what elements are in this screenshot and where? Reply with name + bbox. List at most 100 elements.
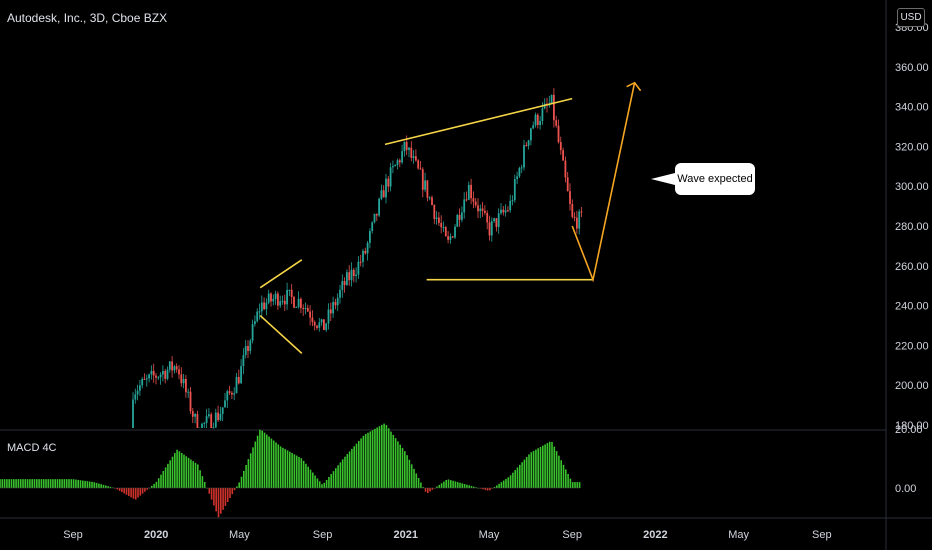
- macd-bar[interactable]: [293, 454, 296, 488]
- macd-bar[interactable]: [42, 479, 45, 488]
- macd-bar[interactable]: [576, 482, 579, 488]
- macd-bar[interactable]: [29, 479, 31, 488]
- candle-body[interactable]: [263, 302, 265, 310]
- macd-bar[interactable]: [364, 434, 367, 488]
- macd-bar[interactable]: [466, 484, 468, 488]
- candle-body[interactable]: [569, 191, 571, 204]
- macd-bar[interactable]: [282, 447, 284, 488]
- candle-body[interactable]: [168, 361, 171, 370]
- macd-bar[interactable]: [516, 467, 519, 488]
- candle-body[interactable]: [447, 236, 449, 240]
- macd-bar[interactable]: [496, 485, 498, 488]
- macd-bar[interactable]: [387, 428, 390, 488]
- macd-bar[interactable]: [429, 488, 431, 492]
- macd-bar[interactable]: [22, 479, 24, 488]
- macd-bar[interactable]: [68, 479, 70, 488]
- candle-body[interactable]: [532, 125, 535, 129]
- candle-body[interactable]: [410, 147, 413, 158]
- macd-bar[interactable]: [355, 443, 358, 488]
- candle-body[interactable]: [440, 222, 443, 228]
- macd-bar[interactable]: [98, 483, 100, 488]
- macd-bar[interactable]: [312, 472, 314, 488]
- candle-body[interactable]: [235, 376, 238, 394]
- candle-body[interactable]: [309, 311, 311, 318]
- macd-bar[interactable]: [330, 474, 332, 488]
- candle-body[interactable]: [175, 366, 178, 370]
- macd-bar[interactable]: [401, 447, 404, 488]
- macd-bar[interactable]: [514, 470, 516, 488]
- candle-body[interactable]: [343, 281, 346, 286]
- macd-bar[interactable]: [454, 481, 457, 488]
- macd-bar[interactable]: [399, 444, 401, 488]
- macd-bar[interactable]: [484, 488, 487, 490]
- candle-body[interactable]: [136, 390, 139, 395]
- macd-bar[interactable]: [344, 456, 346, 488]
- candle-body[interactable]: [415, 156, 417, 161]
- candle-body[interactable]: [362, 250, 364, 262]
- candle-body[interactable]: [210, 414, 213, 428]
- macd-bar[interactable]: [558, 455, 560, 488]
- candle-body[interactable]: [541, 108, 544, 121]
- macd-bar[interactable]: [459, 482, 461, 488]
- macd-bar[interactable]: [72, 479, 75, 488]
- candle-body[interactable]: [150, 370, 153, 375]
- candle-body[interactable]: [461, 212, 463, 220]
- candle-body[interactable]: [484, 210, 486, 213]
- candle-body[interactable]: [143, 378, 146, 380]
- candle-body[interactable]: [221, 407, 224, 414]
- macd-bar[interactable]: [505, 478, 507, 488]
- macd-bar[interactable]: [118, 488, 121, 491]
- candle-body[interactable]: [357, 261, 360, 275]
- macd-bar[interactable]: [325, 479, 328, 488]
- candle-body[interactable]: [290, 289, 293, 297]
- macd-bar[interactable]: [201, 476, 204, 488]
- macd-bar[interactable]: [167, 463, 169, 488]
- projection-path[interactable]: [571, 82, 636, 283]
- macd-bar[interactable]: [0, 479, 1, 488]
- macd-bar[interactable]: [422, 487, 424, 488]
- candle-body[interactable]: [228, 391, 231, 393]
- macd-bar[interactable]: [383, 423, 385, 488]
- macd-bar[interactable]: [249, 453, 252, 488]
- candle-body[interactable]: [578, 211, 581, 229]
- candle-body[interactable]: [132, 399, 134, 428]
- candle-body[interactable]: [171, 361, 173, 371]
- macd-bar[interactable]: [468, 485, 470, 488]
- macd-bar[interactable]: [231, 488, 234, 495]
- candle-body[interactable]: [325, 323, 328, 331]
- candle-body[interactable]: [244, 346, 247, 355]
- candle-body[interactable]: [162, 371, 164, 375]
- candle-body[interactable]: [231, 392, 233, 395]
- candle-body[interactable]: [173, 366, 176, 371]
- macd-bar[interactable]: [266, 434, 268, 488]
- macd-bar[interactable]: [371, 430, 374, 488]
- candle-body[interactable]: [408, 147, 410, 150]
- macd-bar[interactable]: [61, 479, 63, 488]
- macd-bar[interactable]: [390, 431, 392, 488]
- candle-body[interactable]: [320, 319, 323, 323]
- macd-bar[interactable]: [178, 451, 181, 488]
- candle-body[interactable]: [288, 289, 291, 291]
- candle-body[interactable]: [265, 302, 268, 310]
- macd-bar[interactable]: [385, 425, 388, 488]
- macd-bar[interactable]: [314, 475, 316, 488]
- macd-bar[interactable]: [328, 477, 330, 488]
- macd-bar[interactable]: [220, 488, 222, 514]
- macd-bar[interactable]: [275, 442, 277, 488]
- macd-bar[interactable]: [84, 480, 86, 488]
- macd-bar[interactable]: [268, 436, 270, 488]
- macd-bar[interactable]: [164, 467, 167, 488]
- macd-bar[interactable]: [397, 441, 399, 488]
- macd-bar[interactable]: [461, 483, 464, 488]
- candle-body[interactable]: [562, 150, 564, 161]
- macd-bar[interactable]: [289, 451, 291, 488]
- macd-bar[interactable]: [560, 460, 562, 488]
- macd-bar[interactable]: [15, 479, 17, 488]
- macd-bar[interactable]: [486, 488, 489, 491]
- candle-body[interactable]: [242, 354, 245, 367]
- candle-body[interactable]: [297, 298, 300, 308]
- candle-body[interactable]: [189, 391, 192, 412]
- candle-body[interactable]: [226, 391, 229, 401]
- macd-bar[interactable]: [47, 479, 50, 488]
- macd-bar[interactable]: [447, 479, 450, 488]
